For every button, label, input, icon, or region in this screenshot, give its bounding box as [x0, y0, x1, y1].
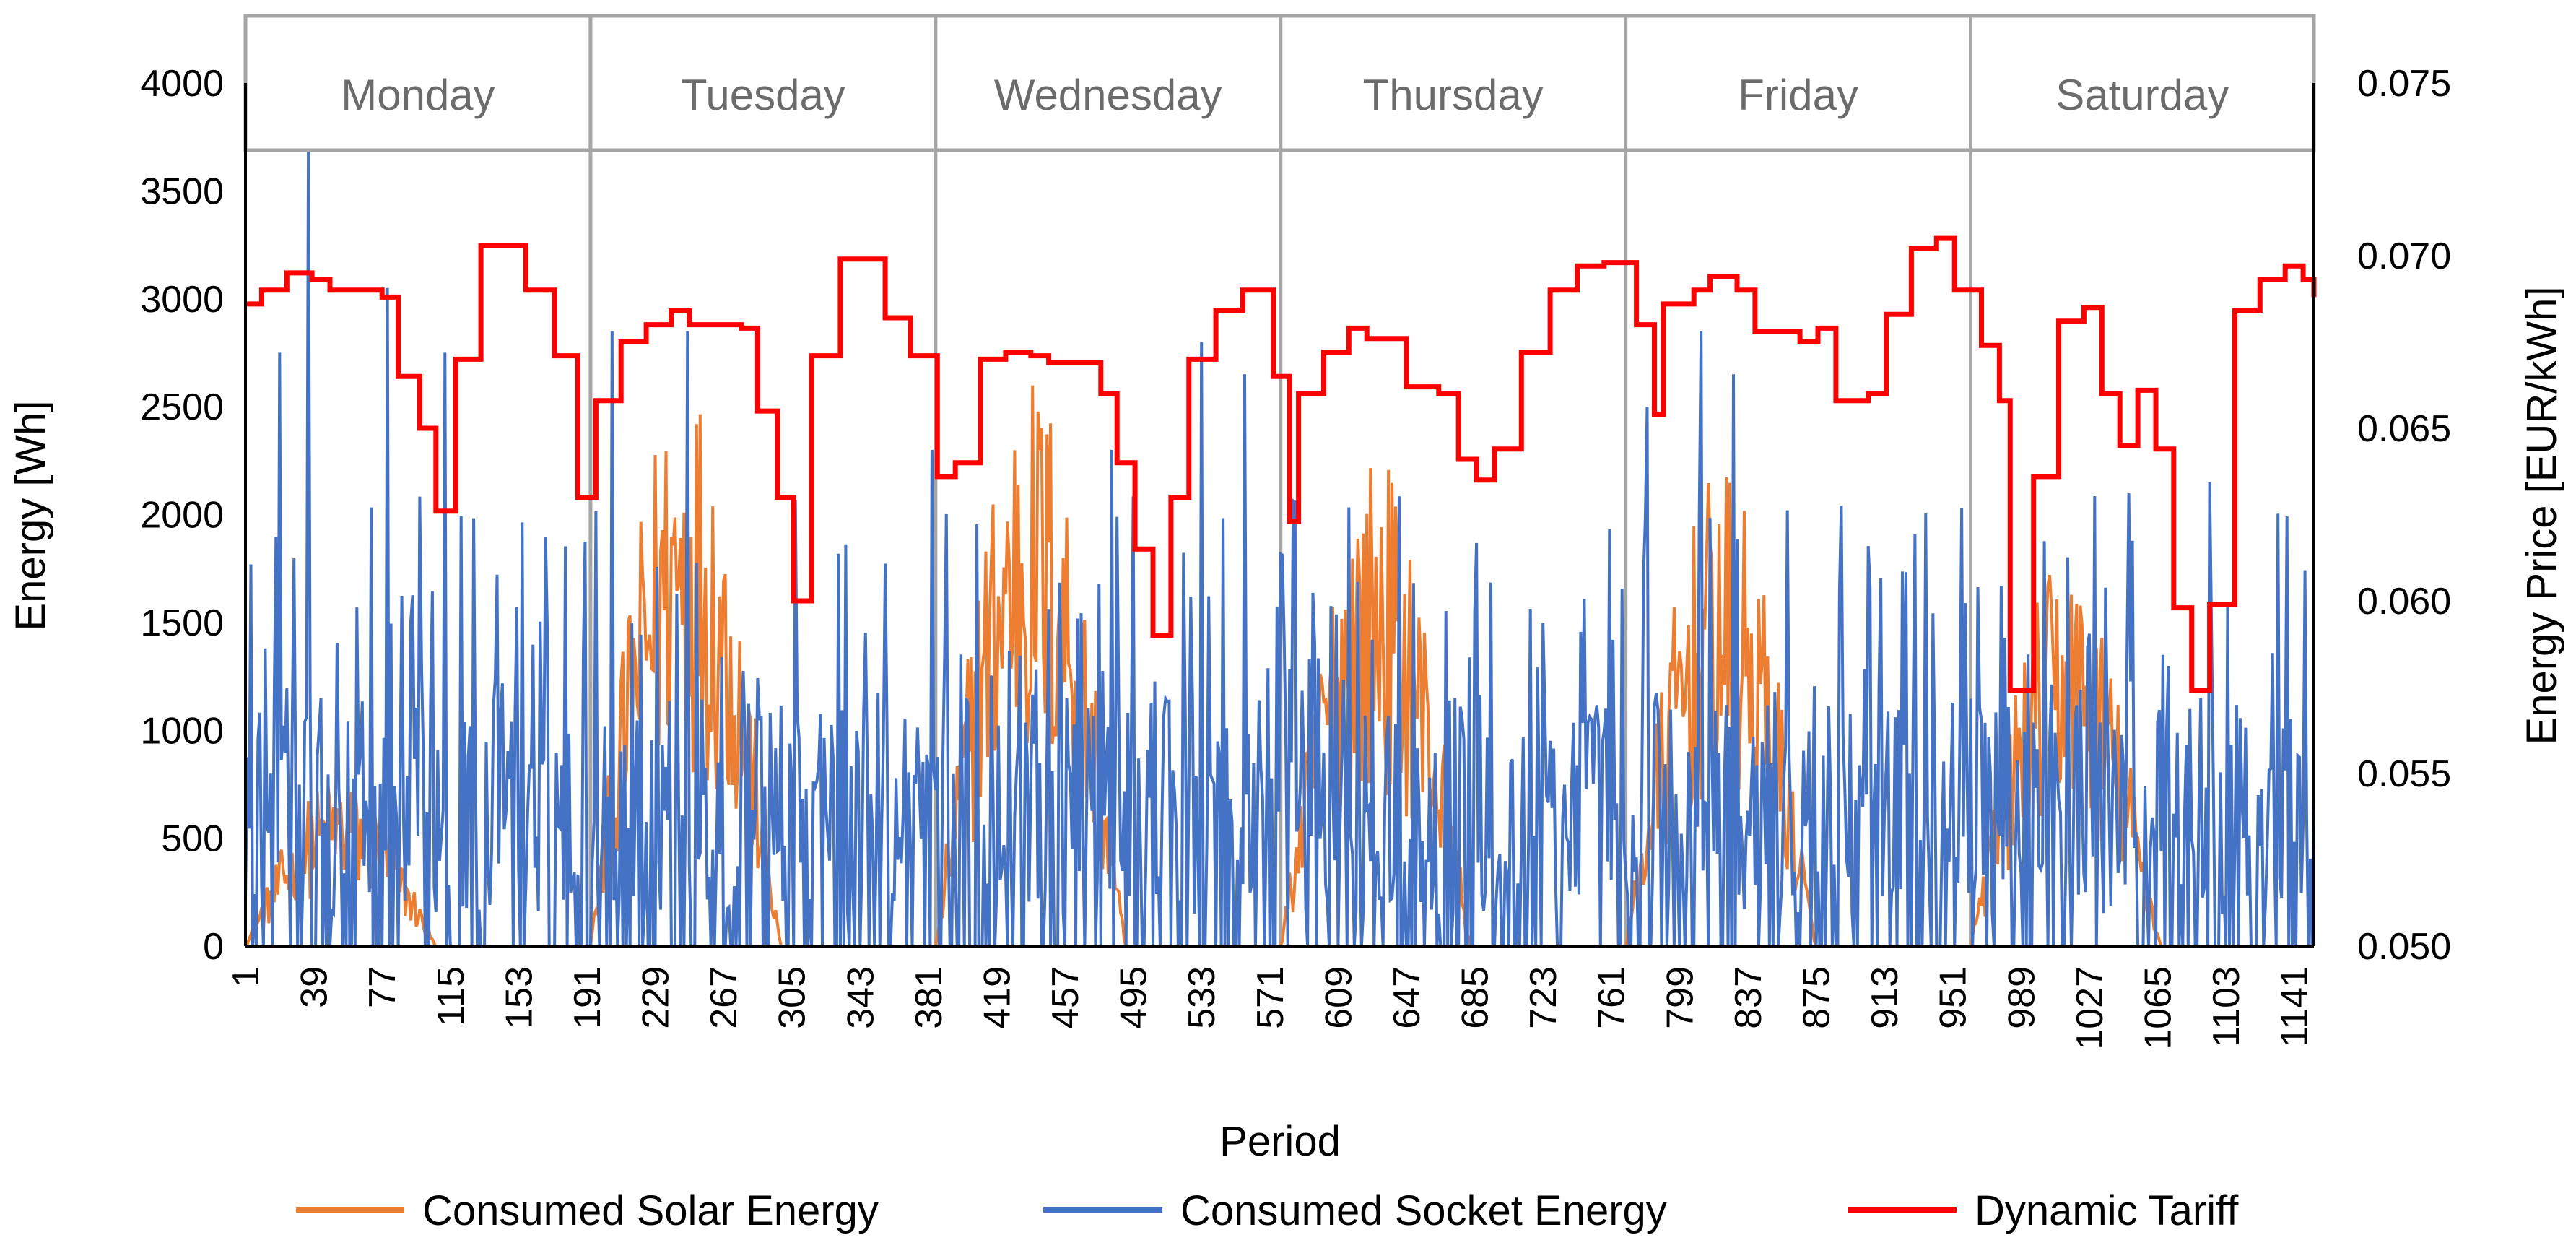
x-tick-label: 913: [1864, 966, 1906, 1029]
y-tick-label: 4000: [140, 63, 224, 105]
legend-label-tariff: Dynamic Tariff: [1975, 1187, 2239, 1234]
day-label-thursday: Thursday: [1363, 71, 1544, 119]
x-tick-label: 267: [703, 966, 745, 1029]
y2-axis-title: Energy Price [EUR/kWh]: [2518, 287, 2565, 745]
x-tick-label: 229: [635, 966, 677, 1029]
day-box-tuesday: [588, 14, 938, 152]
x-tick-label: 1141: [2274, 966, 2316, 1047]
legend: Consumed Solar Energy Consumed Socket En…: [296, 1187, 2239, 1234]
x-tick-label: 761: [1591, 966, 1633, 1029]
y-tick-label: 1500: [140, 602, 224, 644]
y2-tick-label: 0.065: [2357, 408, 2451, 450]
y-tick-label: 0: [203, 926, 224, 968]
x-tick-label: 153: [498, 966, 540, 1029]
day-box-monday: [243, 14, 593, 152]
axes: [244, 83, 2315, 948]
y-axis-title: Energy [Wh]: [7, 400, 54, 630]
x-tick-label: 39: [294, 966, 336, 1008]
x-tick-label: 191: [567, 966, 609, 1029]
tariff-series: [245, 235, 2317, 693]
x-tick-label: 457: [1045, 966, 1087, 1029]
x-tick-label: 1103: [2206, 966, 2248, 1047]
legend-label-socket: Consumed Socket Energy: [1180, 1187, 1667, 1234]
y2-axis-ticks: 0.050 0.055 0.060 0.065 0.070 0.075: [2357, 63, 2451, 968]
y2-tick-label: 0.055: [2357, 753, 2451, 795]
y2-tick-label: 0.060: [2357, 581, 2451, 623]
x-tick-label: 799: [1659, 966, 1701, 1029]
x-tick-label: 989: [2001, 966, 2042, 1029]
y-tick-label: 2000: [140, 495, 224, 537]
day-label-saturday: Saturday: [2055, 71, 2229, 119]
y-tick-label: 1000: [140, 710, 224, 752]
x-axis-title: Period: [1219, 1118, 1341, 1165]
x-axis-ticks: 1 39 77 115 153 191 229 267 305 343 381 419 457 495 53…: [225, 966, 2316, 1050]
y-tick-label: 2500: [140, 386, 224, 428]
day-box-saturday: [1969, 14, 2316, 152]
y2-tick-label: 0.050: [2357, 926, 2451, 968]
x-tick-label: 723: [1523, 966, 1565, 1029]
day-label-friday: Friday: [1738, 71, 1858, 119]
y-tick-label: 3000: [140, 279, 224, 321]
x-tick-label: 685: [1455, 966, 1497, 1029]
y-axis-ticks: 0 500 1000 1500 2000 2500 3000 3500 4000: [140, 63, 224, 968]
x-tick-label: 875: [1796, 966, 1838, 1029]
x-tick-label: 305: [772, 966, 814, 1029]
legend-label-solar: Consumed Solar Energy: [422, 1187, 879, 1234]
x-tick-label: 609: [1318, 966, 1359, 1029]
x-tick-label: 419: [976, 966, 1018, 1029]
x-tick-label: 381: [908, 966, 950, 1029]
day-label-wednesday: Wednesday: [994, 71, 1222, 119]
day-box-thursday: [1279, 14, 1628, 152]
x-tick-label: 77: [362, 966, 404, 1008]
y2-tick-label: 0.075: [2357, 63, 2451, 105]
tariff-line: [245, 235, 2317, 693]
day-dividers: [588, 150, 1973, 946]
day-label-monday: Monday: [341, 71, 495, 119]
x-tick-label: 571: [1250, 966, 1292, 1029]
x-tick-label: 837: [1728, 966, 1770, 1029]
x-tick-label: 951: [1933, 966, 1975, 1029]
x-tick-label: 115: [430, 966, 472, 1026]
day-box-friday: [1624, 14, 1973, 152]
y-tick-label: 3500: [140, 170, 224, 212]
x-tick-label: 1065: [2137, 966, 2179, 1050]
day-label-tuesday: Tuesday: [681, 71, 845, 119]
x-tick-label: 343: [840, 966, 882, 1029]
x-tick-label: 495: [1113, 966, 1155, 1029]
x-tick-label: 533: [1181, 966, 1223, 1029]
x-tick-label: 1027: [2069, 966, 2111, 1050]
y2-tick-label: 0.070: [2357, 235, 2451, 277]
x-tick-label: 1: [225, 966, 267, 987]
y-tick-label: 500: [161, 818, 224, 860]
x-tick-label: 647: [1386, 966, 1428, 1029]
day-header-boxes: Monday Tuesday Wednesday Thursday Friday Satu…: [243, 14, 2316, 152]
